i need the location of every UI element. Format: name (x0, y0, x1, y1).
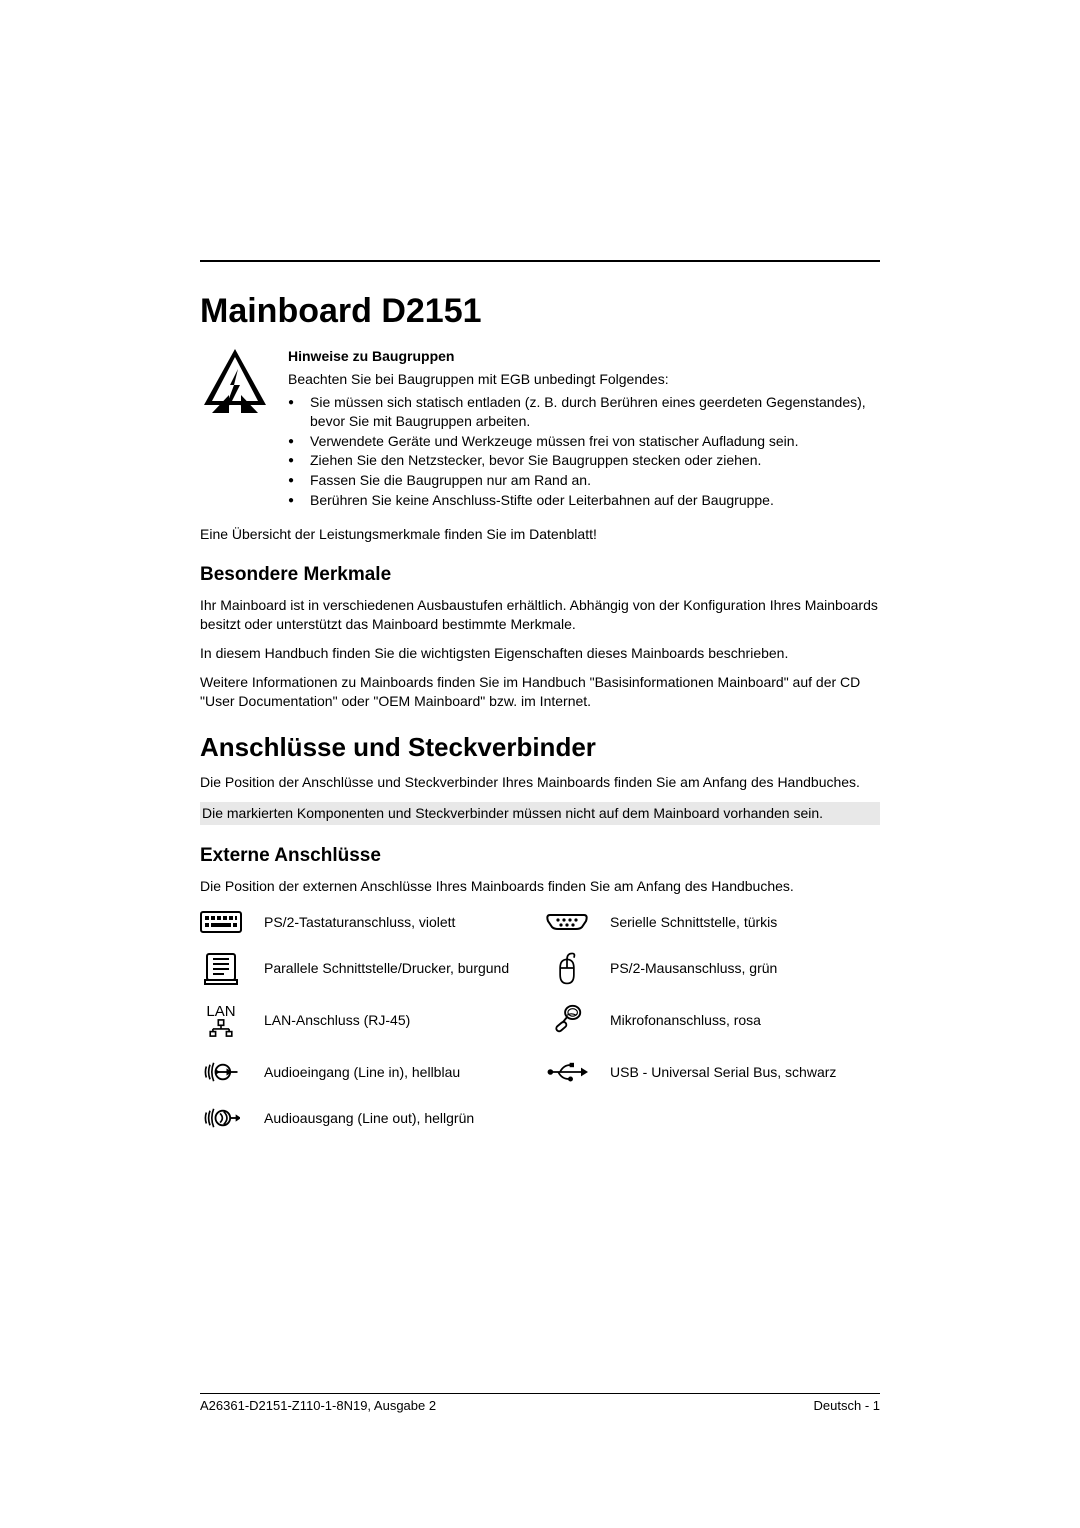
features-p2: In diesem Handbuch finden Sie die wichti… (200, 644, 880, 663)
serial-label: Serielle Schnittstelle, türkis (610, 914, 880, 930)
esd-warning-icon (200, 347, 270, 511)
features-p1: Ihr Mainboard ist in verschiedenen Ausba… (200, 596, 880, 634)
microphone-icon (546, 1004, 588, 1036)
connectors-heading: Anschlüsse und Steckverbinder (200, 732, 880, 763)
page-content: Mainboard D2151 Hinweise zu Baugruppen B… (0, 0, 1080, 1134)
external-intro: Die Position der externen Anschlüsse Ihr… (200, 877, 880, 896)
warning-bullets: Sie müssen sich statisch entladen (z. B.… (288, 393, 880, 510)
lan-icon: LAN (200, 998, 242, 1042)
features-p3: Weitere Informationen zu Mainboards find… (200, 673, 880, 711)
footer-left: A26361-D2151-Z110-1-8N19, Ausgabe 2 (200, 1398, 436, 1413)
parallel-label: Parallele Schnittstelle/Drucker, burgund (264, 960, 534, 976)
page-title: Mainboard D2151 (200, 292, 880, 331)
bullet-item: Ziehen Sie den Netzstecker, bevor Sie Ba… (310, 451, 880, 470)
external-heading: Externe Anschlüsse (200, 845, 880, 867)
warning-text: Hinweise zu Baugruppen Beachten Sie bei … (288, 347, 880, 511)
line-out-icon (200, 1102, 242, 1134)
usb-icon (546, 1056, 588, 1088)
connectors-note: Die markierten Komponenten und Steckverb… (200, 802, 880, 825)
parallel-icon (200, 952, 242, 984)
bullet-item: Berühren Sie keine Anschluss-Stifte oder… (310, 491, 880, 510)
serial-icon (546, 906, 588, 938)
bullet-item: Sie müssen sich statisch entladen (z. B.… (310, 393, 880, 431)
keyboard-label: PS/2-Tastaturanschluss, violett (264, 914, 534, 930)
usb-label: USB - Universal Serial Bus, schwarz (610, 1064, 880, 1080)
line-in-icon (200, 1056, 242, 1088)
connectors-p1: Die Position der Anschlüsse und Steckver… (200, 773, 880, 792)
lan-label: LAN-Anschluss (RJ-45) (264, 1012, 534, 1028)
page-footer: A26361-D2151-Z110-1-8N19, Ausgabe 2 Deut… (200, 1393, 880, 1413)
features-heading: Besondere Merkmale (200, 564, 880, 586)
line-out-label: Audioausgang (Line out), hellgrün (264, 1110, 534, 1126)
line-in-label: Audioeingang (Line in), hellblau (264, 1064, 534, 1080)
mouse-label: PS/2-Mausanschluss, grün (610, 960, 880, 976)
connections-grid: PS/2-Tastaturanschluss, violett Serielle… (200, 906, 880, 1134)
lan-text: LAN (206, 1004, 235, 1019)
mouse-icon (546, 952, 588, 984)
overview-note: Eine Übersicht der Leistungsmerkmale fin… (200, 525, 880, 544)
footer-right: Deutsch - 1 (814, 1398, 880, 1413)
keyboard-icon (200, 906, 242, 938)
warning-intro: Beachten Sie bei Baugruppen mit EGB unbe… (288, 370, 880, 389)
warning-block: Hinweise zu Baugruppen Beachten Sie bei … (200, 347, 880, 511)
warning-heading: Hinweise zu Baugruppen (288, 347, 880, 366)
bullet-item: Verwendete Geräte und Werkzeuge müssen f… (310, 432, 880, 451)
bullet-item: Fassen Sie die Baugruppen nur am Rand an… (310, 471, 880, 490)
microphone-label: Mikrofonanschluss, rosa (610, 1012, 880, 1028)
top-rule (200, 260, 880, 262)
